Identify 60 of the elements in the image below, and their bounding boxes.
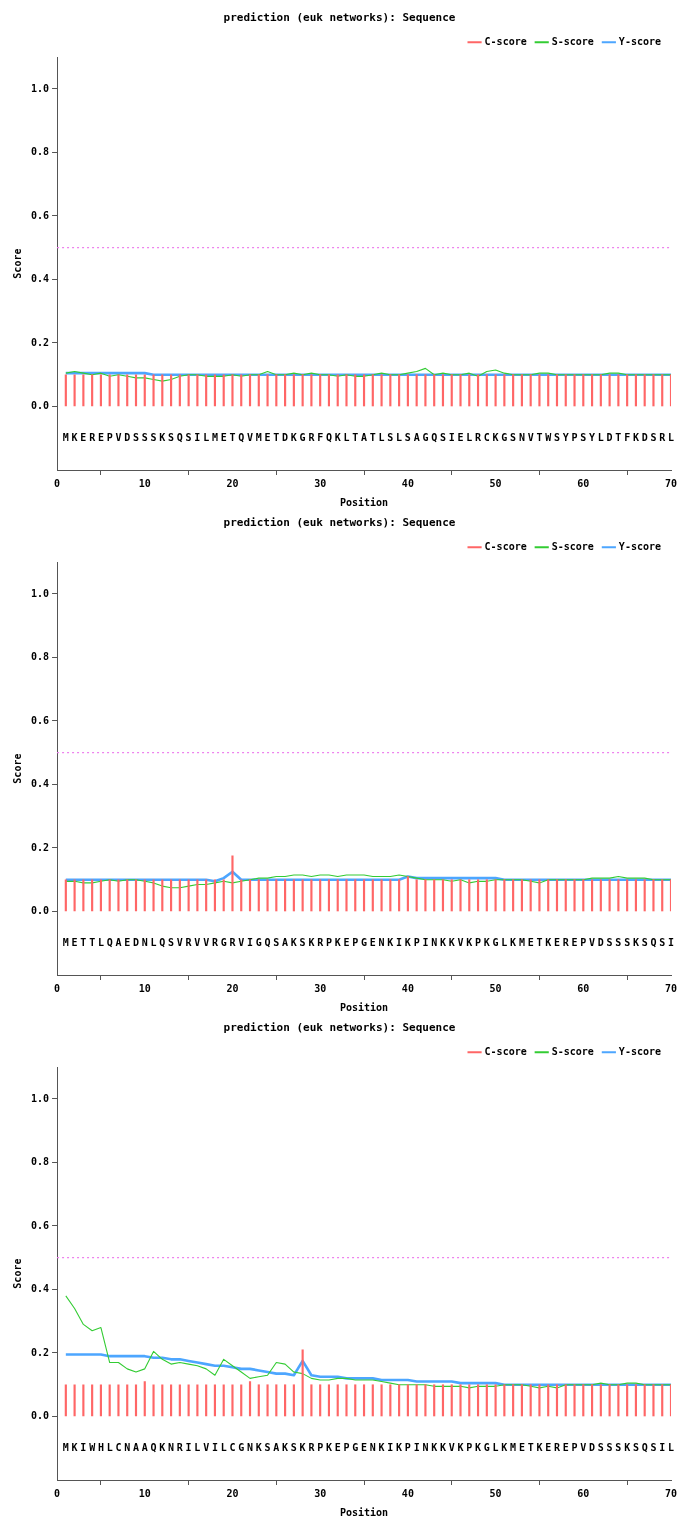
y-tick-label: 0.6 — [31, 209, 50, 221]
x-tick-label: 40 — [401, 477, 414, 489]
x-axis-title: Position — [339, 496, 389, 508]
y-tick-label: 0.2 — [31, 1346, 50, 1358]
x-axis-title: Position — [339, 1506, 389, 1518]
x-tick-label: 20 — [226, 982, 239, 994]
y-tick-label: 0.0 — [31, 905, 50, 917]
legend-label: C-score — [484, 540, 527, 552]
y-tick-label: 0.8 — [31, 1156, 50, 1168]
x-tick-label: 0 — [54, 982, 61, 994]
x-tick-label: 20 — [226, 477, 239, 489]
y-axis-title: Score — [11, 248, 23, 279]
legend-label: S-score — [551, 35, 594, 47]
x-tick-label: 50 — [489, 982, 502, 994]
x-tick-label: 60 — [577, 477, 590, 489]
x-tick-label: 70 — [664, 1487, 678, 1499]
legend-label: Y-score — [618, 1045, 662, 1057]
legend-label: Y-score — [618, 540, 662, 552]
y-tick-label: 0.4 — [31, 1283, 50, 1295]
x-tick-label: 60 — [577, 1487, 590, 1499]
x-tick-label: 10 — [138, 982, 151, 994]
y-tick-label: 0.8 — [31, 146, 50, 158]
y-tick-label: 0.6 — [31, 714, 50, 726]
y-axis-title: Score — [11, 1258, 23, 1289]
y-tick-label: 0.2 — [31, 841, 50, 853]
x-tick-label: 40 — [401, 1487, 414, 1499]
y-axis-title: Score — [11, 753, 23, 784]
x-tick-label: 30 — [314, 982, 327, 994]
y-tick-label: 0.4 — [31, 273, 50, 285]
y-tick-label: 0.0 — [31, 400, 50, 412]
x-tick-label: 50 — [489, 477, 502, 489]
x-tick-label: 70 — [664, 477, 678, 489]
legend-label: C-score — [484, 35, 527, 47]
x-tick-label: 30 — [314, 1487, 327, 1499]
y-tick-label: 0.4 — [31, 778, 50, 790]
x-tick-label: 30 — [314, 477, 327, 489]
legend-label: S-score — [551, 540, 594, 552]
x-tick-label: 0 — [54, 477, 61, 489]
x-tick-label: 0 — [54, 1487, 61, 1499]
x-tick-label: 50 — [489, 1487, 502, 1499]
x-tick-label: 10 — [138, 477, 151, 489]
y-tick-label: 0.6 — [31, 1219, 50, 1231]
legend-label: C-score — [484, 1045, 527, 1057]
y-tick-label: 0.8 — [31, 651, 50, 663]
chart-title: prediction (euk networks): Sequence — [223, 516, 456, 530]
x-tick-label: 70 — [664, 982, 678, 994]
x-tick-label: 40 — [401, 982, 414, 994]
legend-label: S-score — [551, 1045, 594, 1057]
y-tick-label: 0.2 — [31, 336, 50, 348]
chart-title: prediction (euk networks): Sequence — [223, 11, 456, 25]
x-tick-label: 60 — [577, 982, 590, 994]
y-tick-label: 1.0 — [31, 82, 50, 94]
x-axis-title: Position — [339, 1001, 389, 1013]
x-tick-label: 20 — [226, 1487, 239, 1499]
legend-label: Y-score — [618, 35, 662, 47]
chart-title: prediction (euk networks): Sequence — [223, 1021, 456, 1035]
x-tick-label: 10 — [138, 1487, 151, 1499]
y-tick-label: 0.0 — [31, 1410, 50, 1422]
y-tick-label: 1.0 — [31, 587, 50, 599]
y-tick-label: 1.0 — [31, 1092, 50, 1104]
